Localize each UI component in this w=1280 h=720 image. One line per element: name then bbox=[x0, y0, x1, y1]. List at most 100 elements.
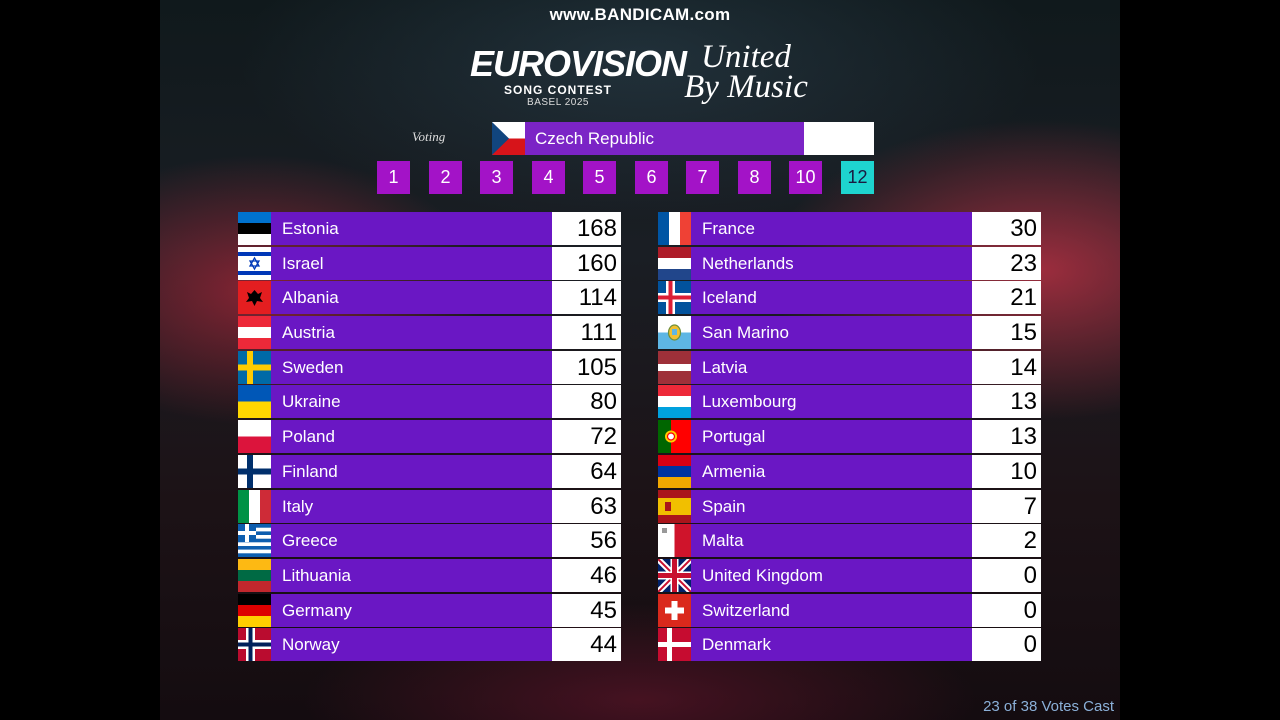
poland-flag-icon bbox=[238, 420, 271, 454]
points-6-button[interactable]: 6 bbox=[635, 161, 668, 194]
scoreboard-row-luxembourg: Luxembourg 13 bbox=[658, 385, 1041, 419]
points-12-button[interactable]: 12 bbox=[841, 161, 874, 194]
votes-cast-counter: 23 of 38 Votes Cast bbox=[983, 698, 1114, 715]
country-name: Spain bbox=[702, 496, 746, 516]
greece-flag-icon bbox=[238, 524, 271, 558]
country-score: 44 bbox=[552, 628, 621, 662]
country-score: 14 bbox=[972, 350, 1041, 384]
norway-flag-icon bbox=[238, 628, 271, 662]
country-name: Malta bbox=[702, 531, 744, 551]
country-score: 72 bbox=[552, 420, 621, 454]
country-score: 13 bbox=[972, 420, 1041, 454]
scoreboard-stage: www.BANDICAM.com EUROVISION SONG CONTEST… bbox=[160, 0, 1120, 720]
scoreboard-row-denmark: Denmark 0 bbox=[658, 628, 1041, 662]
country-name: Italy bbox=[282, 496, 314, 516]
country-score: 21 bbox=[972, 281, 1041, 315]
scoreboard-row-malta: Malta 2 bbox=[658, 524, 1041, 558]
spain-flag-icon bbox=[658, 489, 691, 523]
country-score: 168 bbox=[552, 212, 621, 245]
scoreboard-row-finland: Finland 64 bbox=[238, 454, 621, 488]
israel-flag-icon bbox=[238, 246, 271, 280]
luxembourg-flag-icon bbox=[658, 385, 691, 419]
country-name: France bbox=[702, 219, 755, 238]
scoreboard-row-greece: Greece 56 bbox=[238, 524, 621, 558]
points-2-button[interactable]: 2 bbox=[429, 161, 462, 194]
scoreboard-row-netherlands: Netherlands 23 bbox=[658, 246, 1041, 280]
country-score: 0 bbox=[972, 628, 1041, 662]
country-score: 7 bbox=[972, 489, 1041, 523]
country-score: 111 bbox=[552, 316, 621, 350]
denmark-flag-icon bbox=[658, 628, 691, 662]
country-name: Greece bbox=[282, 531, 338, 551]
points-1-button[interactable]: 1 bbox=[377, 161, 410, 194]
country-name: Austria bbox=[282, 323, 335, 343]
country-score: 30 bbox=[972, 212, 1041, 245]
country-score: 63 bbox=[552, 489, 621, 523]
italy-flag-icon bbox=[238, 489, 271, 523]
scoreboard-row-latvia: Latvia 14 bbox=[658, 350, 1041, 384]
scoreboard-row-poland: Poland 72 bbox=[238, 420, 621, 454]
scoreboard-row-lithuania: Lithuania 46 bbox=[238, 558, 621, 592]
finland-flag-icon bbox=[238, 454, 271, 488]
country-score: 45 bbox=[552, 593, 621, 627]
latvia-flag-icon bbox=[658, 350, 691, 384]
country-score: 13 bbox=[972, 385, 1041, 419]
country-name: Latvia bbox=[702, 357, 748, 377]
iceland-flag-icon bbox=[658, 281, 691, 315]
points-4-button[interactable]: 4 bbox=[532, 161, 565, 194]
scoreboard-row-sweden: Sweden 105 bbox=[238, 350, 621, 384]
scoreboard-row-norway: Norway 44 bbox=[238, 628, 621, 662]
country-score: 10 bbox=[972, 454, 1041, 488]
scoreboard-row-italy: Italy 63 bbox=[238, 489, 621, 523]
points-5-button[interactable]: 5 bbox=[583, 161, 616, 194]
country-name: Denmark bbox=[702, 635, 771, 655]
country-name: Ukraine bbox=[282, 392, 341, 412]
france-flag-icon bbox=[658, 212, 691, 245]
austria-flag-icon bbox=[238, 316, 271, 350]
country-score: 64 bbox=[552, 454, 621, 488]
country-name: Estonia bbox=[282, 219, 339, 238]
eurovision-wordmark: EUROVISION bbox=[470, 43, 687, 84]
armenia-flag-icon bbox=[658, 454, 691, 488]
points-8-button[interactable]: 8 bbox=[738, 161, 771, 194]
country-name: Finland bbox=[282, 461, 338, 481]
country-score: 114 bbox=[552, 281, 621, 315]
bandicam-watermark: www.BANDICAM.com bbox=[549, 5, 731, 24]
portugal-flag-icon bbox=[658, 420, 691, 454]
country-name: Lithuania bbox=[282, 565, 352, 585]
country-score: 2 bbox=[972, 524, 1041, 558]
country-score: 0 bbox=[972, 593, 1041, 627]
united-by-music-slogan: United By Music bbox=[666, 39, 826, 105]
scoreboard-row-france: France 30 bbox=[658, 212, 1041, 245]
slogan-line-1: United bbox=[701, 39, 791, 75]
country-score: 0 bbox=[972, 558, 1041, 592]
country-name: Norway bbox=[282, 635, 340, 655]
country-name: San Marino bbox=[702, 323, 789, 343]
country-name: Luxembourg bbox=[702, 392, 797, 412]
country-score: 105 bbox=[552, 350, 621, 384]
country-name: United Kingdom bbox=[702, 565, 823, 585]
estonia-flag-icon bbox=[238, 212, 271, 245]
slogan-line-2: By Music bbox=[684, 69, 808, 105]
united-kingdom-flag-icon bbox=[658, 558, 691, 592]
switzerland-flag-icon bbox=[658, 593, 691, 627]
scoreboard-left-column: Estonia 168 Israel 160 Albania 114 Austria 111 S… bbox=[238, 212, 621, 663]
song-contest-label: SONG CONTEST bbox=[503, 83, 612, 97]
scoreboard-row-albania: Albania 114 bbox=[238, 281, 621, 315]
eurovision-logo: EUROVISION SONG CONTEST BASEL 2025 bbox=[470, 43, 687, 109]
points-7-button[interactable]: 7 bbox=[686, 161, 719, 194]
scoreboard-row-united-kingdom: United Kingdom 0 bbox=[658, 558, 1041, 592]
country-name: Armenia bbox=[702, 461, 766, 481]
scoreboard-row-spain: Spain 7 bbox=[658, 489, 1041, 523]
country-name: Switzerland bbox=[702, 600, 790, 620]
germany-flag-icon bbox=[238, 593, 271, 627]
points-3-button[interactable]: 3 bbox=[480, 161, 513, 194]
voting-country-bar bbox=[492, 122, 804, 155]
points-10-button[interactable]: 10 bbox=[789, 161, 822, 194]
country-name: Albania bbox=[282, 288, 339, 308]
voting-label: Voting bbox=[412, 129, 446, 144]
san-marino-flag-icon bbox=[658, 316, 691, 350]
country-score: 80 bbox=[552, 385, 621, 419]
scoreboard-row-estonia: Estonia 168 bbox=[238, 212, 621, 245]
scoreboard-row-switzerland: Switzerland 0 bbox=[658, 593, 1041, 627]
